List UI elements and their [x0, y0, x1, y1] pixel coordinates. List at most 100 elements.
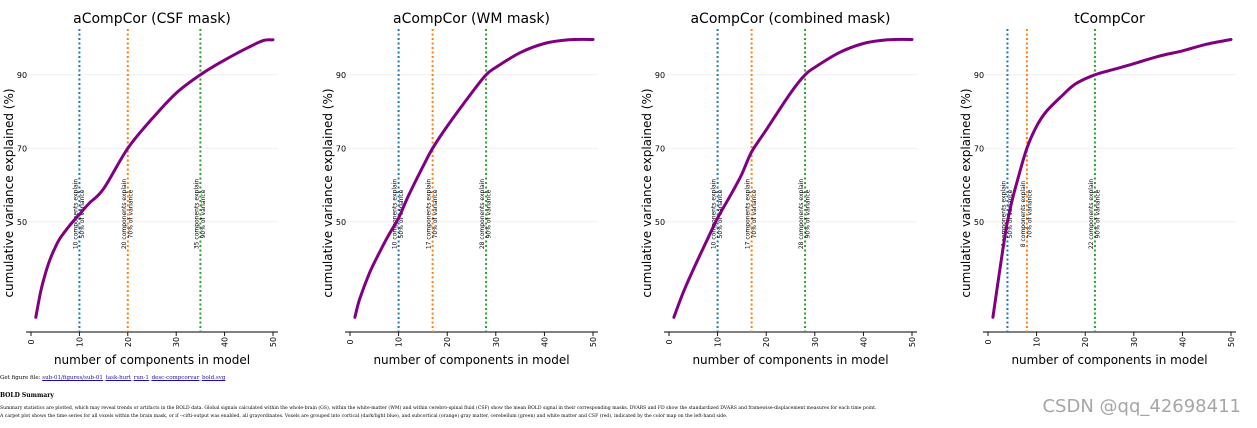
threshold-label-line: 90% of variance [805, 189, 812, 238]
x-tick-label: 0 [665, 339, 674, 344]
x-tick-label: 20 [443, 337, 452, 347]
threshold-label-line: 8 components explain [1020, 181, 1027, 248]
y-axis-label: cumulative variance explained (%) [321, 88, 335, 297]
x-tick-label: 50 [908, 337, 917, 347]
threshold-label: 22 components explain90% of variance [1088, 179, 1102, 249]
chart-title: tCompCor [1074, 11, 1145, 27]
threshold-label: 10 components explain50% of variance [392, 179, 406, 249]
x-tick-label: 40 [859, 337, 868, 347]
x-tick-label: 50 [589, 337, 598, 347]
description-line-2: A carpet plot shows the time series for … [0, 413, 728, 419]
variance-curve [672, 37, 914, 319]
threshold-label-line: 10 components explain [72, 179, 79, 249]
y-axis-label: cumulative variance explained (%) [2, 88, 16, 297]
variance-curve [991, 38, 1233, 319]
figure-link-desc[interactable]: desc-compcorvar [151, 375, 200, 381]
figure-link-sub[interactable]: sub-01/figures/sub-01 [42, 375, 103, 381]
figure-file-line: Get figure file: sub-01/figures/sub-01_t… [0, 375, 226, 381]
x-tick-label: 10 [714, 337, 723, 347]
threshold-label-line: 70% of variance [1026, 189, 1033, 238]
y-axis-label: cumulative variance explained (%) [640, 88, 654, 297]
threshold-label-line: 70% of variance [432, 189, 439, 238]
x-axis-label: number of components in model [692, 353, 888, 367]
y-tick-label: 50 [974, 218, 984, 227]
threshold-label-line: 90% of variance [200, 189, 207, 238]
x-tick-label: 40 [221, 337, 230, 347]
chart-title: aCompCor (CSF mask) [73, 11, 231, 27]
x-tick-label: 0 [984, 339, 993, 344]
chart-panel-3: aCompCor (combined mask) 50 70 90cumulative… [640, 11, 917, 367]
x-tick-label: 30 [492, 337, 501, 347]
figure-link-task[interactable]: task-hurt [105, 375, 131, 381]
x-tick-label: 40 [540, 337, 549, 347]
chart-title: aCompCor (WM mask) [393, 11, 550, 27]
threshold-label-line: 28 components explain [798, 179, 805, 249]
y-tick-label: 70 [655, 144, 665, 153]
y-tick-label: 90 [655, 71, 665, 80]
threshold-label: 28 components explain90% of variance [798, 179, 812, 249]
y-tick-label: 90 [17, 71, 27, 80]
x-tick-label: 50 [269, 337, 278, 347]
x-tick-label: 10 [75, 337, 84, 347]
y-tick-label: 70 [336, 144, 346, 153]
y-tick-label: 50 [336, 218, 346, 227]
x-axis-label: number of components in model [1011, 353, 1207, 367]
threshold-label: 35 components explain90% of variance [193, 179, 207, 249]
threshold-label-line: 20 components explain [121, 179, 128, 249]
watermark: CSDN @qq_42698411 [1042, 396, 1241, 417]
x-axis-label: number of components in model [373, 353, 569, 367]
threshold-label: 17 components explain70% of variance [426, 179, 440, 249]
threshold-label: 8 components explain70% of variance [1020, 181, 1034, 248]
threshold-label: 10 components explain50% of variance [711, 179, 725, 249]
x-tick-label: 30 [811, 337, 820, 347]
y-tick-label: 70 [17, 144, 27, 153]
y-axis-label: cumulative variance explained (%) [959, 88, 973, 297]
y-tick-label: 50 [655, 218, 665, 227]
y-tick-label: 90 [336, 71, 346, 80]
section-description: Summary statistics are plotted, which ma… [0, 405, 876, 420]
y-tick-label: 70 [974, 144, 984, 153]
threshold-label: 4 components explain50% of variance [1000, 181, 1014, 248]
description-line-1: Summary statistics are plotted, which ma… [0, 406, 877, 411]
x-tick-label: 40 [1178, 337, 1187, 347]
threshold-label-line: 10 components explain [392, 179, 399, 249]
section-heading: BOLD Summary [0, 392, 54, 399]
threshold-label-line: 90% of variance [1094, 189, 1101, 238]
x-tick-label: 10 [1033, 337, 1042, 347]
threshold-label-line: 22 components explain [1088, 179, 1095, 249]
threshold-label: 17 components explain70% of variance [745, 179, 759, 249]
threshold-label-line: 17 components explain [426, 179, 433, 249]
chart-title: aCompCor (combined mask) [690, 11, 890, 27]
x-tick-label: 20 [1081, 337, 1090, 347]
threshold-label: 28 components explain90% of variance [479, 179, 493, 249]
threshold-label-line: 28 components explain [479, 179, 486, 249]
x-tick-label: 20 [124, 337, 133, 347]
threshold-label-line: 10 components explain [711, 179, 718, 249]
figure-link-file[interactable]: bold.svg [202, 375, 226, 381]
figure-link-run[interactable]: run-1 [133, 375, 149, 381]
x-tick-label: 50 [1227, 337, 1236, 347]
threshold-label-line: 70% of variance [127, 189, 134, 238]
threshold-label: 10 components explain50% of variance [72, 179, 86, 249]
threshold-label-line: 4 components explain [1000, 181, 1007, 248]
y-tick-label: 50 [17, 218, 27, 227]
x-tick-label: 0 [27, 339, 36, 344]
x-tick-label: 0 [346, 339, 355, 344]
threshold-label: 20 components explain70% of variance [121, 179, 135, 249]
variance-curve [353, 37, 595, 319]
y-tick-label: 90 [974, 71, 984, 80]
x-tick-label: 20 [762, 337, 771, 347]
threshold-label-line: 90% of variance [486, 189, 493, 238]
variance-curve [34, 38, 275, 319]
x-tick-label: 10 [395, 337, 404, 347]
threshold-label-line: 70% of variance [751, 189, 758, 238]
x-tick-label: 30 [1130, 337, 1139, 347]
threshold-label-line: 17 components explain [745, 179, 752, 249]
threshold-label-line: 50% of variance [79, 189, 86, 238]
threshold-label-line: 35 components explain [193, 179, 200, 249]
x-axis-label: number of components in model [54, 353, 250, 367]
x-tick-label: 30 [172, 337, 181, 347]
